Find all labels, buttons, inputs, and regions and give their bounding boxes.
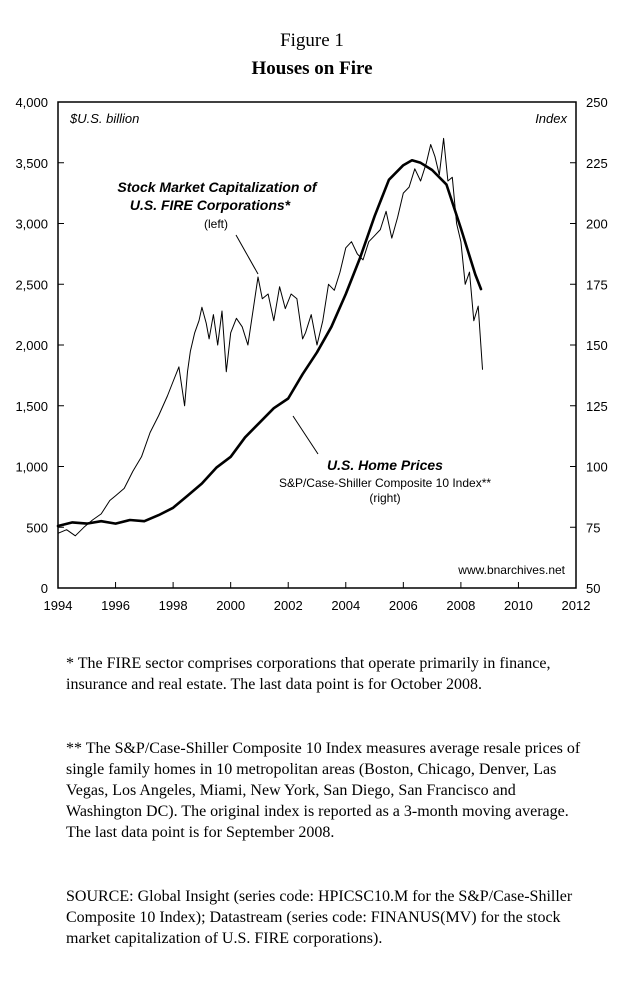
x-axis-tick-label: 2000 — [216, 598, 245, 613]
home-price-index-line — [56, 159, 483, 528]
left-axis-label: $U.S. billion — [69, 111, 139, 126]
footnote-case-shiller: ** The S&P/Case-Shiller Composite 10 Ind… — [66, 738, 586, 843]
x-axis-tick-label: 2006 — [389, 598, 418, 613]
home-series-pointer — [292, 415, 319, 455]
left-axis-tick-label: 1,000 — [15, 460, 48, 475]
axes-layer: 4,000 3,500 3,000 2,500 2,000 1,500 1,000 500 0 2… — [15, 95, 607, 613]
left-axis-tick-label: 2,000 — [15, 338, 48, 353]
x-axis-tick-label: 2010 — [504, 598, 533, 613]
left-axis-tick-label: 2,500 — [15, 277, 48, 292]
left-axis-tick-label: 3,000 — [15, 217, 48, 232]
chart: 4,000 3,500 3,000 2,500 2,000 1,500 1,000 500 0 2… — [15, 95, 607, 613]
right-axis-tick-label: 75 — [586, 520, 600, 535]
left-axis-tick-label: 3,500 — [15, 156, 48, 171]
right-axis-tick-label: 50 — [586, 581, 600, 596]
left-axis-tick-label: 500 — [26, 520, 48, 535]
right-axis-tick-label: 200 — [586, 217, 608, 232]
figure-number: Figure 1 — [280, 30, 344, 51]
source-note: SOURCE: Global Insight (series code: HPI… — [66, 886, 586, 949]
home-series-axis-note: (right) — [369, 491, 400, 505]
figure-title: Houses on Fire — [251, 58, 373, 79]
source-note-text: SOURCE: Global Insight (series code: HPI… — [66, 888, 573, 947]
right-axis-tick-label: 100 — [586, 460, 608, 475]
right-axis-tick-label: 125 — [586, 399, 608, 414]
right-axis-tick-label: 175 — [586, 277, 608, 292]
right-axis-tick-label: 225 — [586, 156, 608, 171]
right-axis-tick-label: 250 — [586, 95, 608, 110]
right-axis-label: Index — [535, 111, 567, 126]
home-series-subtitle: S&P/Case-Shiller Composite 10 Index** — [279, 476, 491, 490]
stock-series-subtitle: U.S. FIRE Corporations* — [130, 197, 291, 213]
stock-series-pointer — [235, 234, 259, 275]
x-axis-tick-label: 2004 — [331, 598, 360, 613]
stock-market-cap-line — [57, 137, 483, 537]
left-axis-tick-label: 4,000 — [15, 95, 48, 110]
footnote-case-shiller-text: ** The S&P/Case-Shiller Composite 10 Ind… — [66, 740, 581, 841]
series-layer — [56, 137, 483, 537]
x-axis-tick-label: 2008 — [446, 598, 475, 613]
x-axis-tick-label: 1996 — [101, 598, 130, 613]
left-axis-tick-label: 0 — [41, 581, 48, 596]
x-axis-tick-label: 1998 — [159, 598, 188, 613]
x-axis-tick-label: 2012 — [562, 598, 591, 613]
right-axis-tick-label: 150 — [586, 338, 608, 353]
footnote-fire-text: * The FIRE sector comprises corporations… — [66, 655, 551, 693]
watermark: www.bnarchives.net — [457, 563, 565, 577]
left-axis-tick-label: 1,500 — [15, 399, 48, 414]
x-axis-tick-label: 2002 — [274, 598, 303, 613]
footnote-fire: * The FIRE sector comprises corporations… — [66, 653, 586, 695]
stock-series-axis-note: (left) — [204, 217, 228, 231]
home-series-title: U.S. Home Prices — [327, 457, 443, 473]
x-axis-tick-label: 1994 — [44, 598, 73, 613]
stock-series-title: Stock Market Capitalization of — [117, 179, 317, 195]
